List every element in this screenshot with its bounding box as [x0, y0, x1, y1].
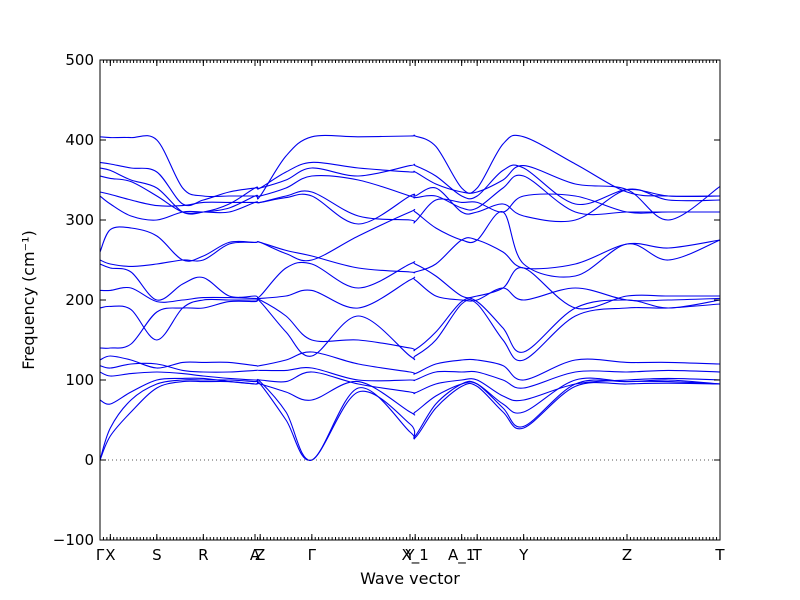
x-tick-label: A_1: [448, 546, 475, 565]
band-18: [99, 380, 721, 461]
y-tick-label: −100: [53, 531, 94, 549]
band-15: [99, 371, 721, 402]
x-tick-label: X_1: [402, 546, 429, 565]
x-tick-label: Z: [255, 546, 265, 564]
band-2: [99, 161, 721, 221]
band-16: [99, 377, 721, 416]
band-5: [99, 190, 720, 224]
x-tick-label: Γ: [308, 546, 317, 564]
y-tick-label: 300: [65, 211, 94, 229]
band-8: [99, 208, 721, 278]
x-tick-label: Y: [404, 546, 415, 564]
band-17: [99, 378, 721, 461]
x-tick-label: Y: [518, 546, 529, 564]
x-tick-label: X: [105, 546, 115, 564]
y-tick-label: 0: [84, 451, 94, 469]
band-10: [99, 276, 721, 309]
y-tick-label: 400: [65, 131, 94, 149]
band-12: [99, 298, 721, 362]
band-6: [99, 186, 721, 225]
band-7: [99, 226, 721, 274]
y-tick-label: 100: [65, 371, 94, 389]
band-1: [99, 134, 721, 200]
band-4: [99, 174, 720, 216]
x-tick-label: Γ: [96, 546, 105, 564]
band-14: [99, 362, 721, 389]
x-axis-label: Wave vector: [360, 569, 460, 588]
y-tick-label: 500: [65, 51, 94, 69]
y-axis-label: Frequency (cm⁻¹): [19, 230, 38, 369]
y-ticks: −100 0 100 200 300 400 500: [53, 51, 720, 549]
band-11: [99, 297, 721, 353]
x-tick-label: A: [250, 546, 261, 564]
x-tick-label: R: [198, 546, 208, 564]
x-tick-label: Z: [622, 546, 632, 564]
y-tick-label: 200: [65, 291, 94, 309]
band-13: [99, 351, 721, 381]
x-tick-label: T: [472, 546, 483, 564]
bands-group: [99, 134, 721, 461]
band-3: [99, 163, 721, 215]
plot-frame: [99, 59, 721, 541]
band-9: [99, 261, 720, 310]
x-tick-label: S: [152, 546, 162, 564]
x-tick-label: T: [714, 546, 725, 564]
